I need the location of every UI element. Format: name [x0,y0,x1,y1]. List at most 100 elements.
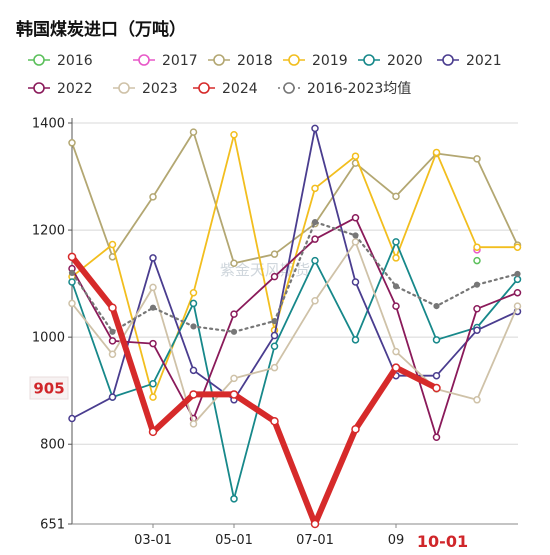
data-point-2021-m10 [432,371,441,380]
series-2018 [68,128,522,268]
legend-item-2020: 2020 [358,53,423,69]
highlight-y-box [29,376,69,400]
data-point-2023-m9 [392,347,400,356]
data-point-2016-2023均值-m8 [352,232,359,239]
data-point-2016-2023均值-m7 [311,218,319,226]
series-line-2023 [71,241,519,425]
series-2016 [473,256,481,265]
data-point-2019-m8 [351,152,360,160]
series-2022 [68,214,522,442]
legend-label-2019: 2019 [312,53,348,69]
x-tick-label-05-01: 05-01 [215,533,253,548]
data-point-2021-m7 [311,124,319,133]
data-point-2019-m10 [432,148,441,157]
data-point-2020-m12 [513,275,522,284]
data-point-2018-m5 [230,259,238,268]
data-point-2019-m2 [108,240,117,249]
series-line-2024 [69,253,440,527]
data-point-2019-m11 [473,243,481,251]
data-point-2024-m7 [310,519,320,529]
data-point-2016-2023均值-m3 [149,304,157,311]
data-point-2016-2023均值-m5 [230,328,238,335]
legend-item-2021: 2021 [437,53,502,69]
legend-label-2018: 2018 [237,53,273,69]
legend-marker-2024 [198,82,210,94]
legend-marker-2017 [138,54,150,66]
data-point-2023-m6 [270,363,279,372]
legend-marker-2019 [288,54,300,66]
data-point-2019-m3 [149,393,157,401]
data-point-2018-m6 [270,250,279,258]
series-2023 [68,238,522,428]
data-point-2016-m11 [473,256,481,265]
legend-label-2021: 2021 [466,53,502,69]
legend-item-2022: 2022 [28,81,93,97]
data-point-2018-m3 [149,193,157,201]
legend-label-2017: 2017 [162,53,198,69]
data-point-2023-m7 [311,296,319,305]
x-tick-label-09: 09 [388,533,405,548]
legend-item-2019: 2019 [283,53,348,69]
data-point-2022-m7 [311,235,319,243]
data-point-2020-m5 [230,495,238,503]
legend-marker-2021 [442,54,454,66]
data-point-2021-m11 [473,326,481,334]
data-point-2020-m3 [149,379,157,388]
series-2020 [68,238,522,503]
legend-marker-2022 [33,82,45,94]
data-point-2024-m8 [351,424,360,434]
data-point-2019-m12 [513,243,522,251]
x-tick-label-03-01: 03-01 [134,533,172,548]
data-point-2023-m1 [68,299,76,308]
legend-label-2016-2023均值: 2016-2023均值 [307,81,411,97]
legend-label-2023: 2023 [142,81,178,97]
data-point-2020-m9 [392,238,400,246]
legend-marker-2020 [363,54,375,66]
data-point-2024-m9 [391,363,401,372]
legend-marker-2016-2023均值 [283,82,295,94]
x-tick-label-07-01: 07-01 [296,533,334,548]
data-point-2022-m11 [473,305,481,313]
data-point-2024-m2 [108,303,117,312]
data-point-2022-m5 [230,310,238,318]
data-point-2021-m8 [351,278,360,286]
legend-label-2022: 2022 [57,81,93,97]
data-point-2018-m4 [189,128,198,136]
data-point-2023-m8 [351,238,360,246]
data-point-2023-m3 [149,283,157,292]
data-point-2023-m5 [230,374,238,383]
series-line-2021 [71,127,519,420]
data-point-2024-m10 [432,383,441,393]
data-point-2022-m3 [149,339,157,348]
data-point-2021-m2 [108,393,117,401]
data-point-2024-m1 [67,252,77,262]
legend-marker-2018 [213,54,225,66]
legend-item-2024: 2024 [193,81,258,97]
data-point-2023-m2 [108,350,117,359]
data-point-2021-m4 [189,366,198,375]
data-point-2022-m8 [351,214,360,222]
data-point-2022-m6 [270,272,279,281]
series-line-2022 [71,216,519,439]
data-point-2024-m3 [148,427,158,437]
highlight-x-label: 10-01 [417,532,468,551]
data-point-2019-m9 [392,254,400,262]
data-point-2018-m11 [473,155,481,163]
series-line-2018 [71,131,519,265]
data-point-2018-m1 [68,139,76,147]
data-point-2021-m1 [68,414,76,423]
data-point-2024-m6 [270,416,279,426]
data-point-2016-2023均值-m2 [109,328,116,335]
legend-label-2020: 2020 [387,53,423,69]
series-2021 [68,124,522,423]
plot-area: 1400 1200 1000 800 651 03-01 05-01 07-01 09 10-01… [29,117,522,551]
data-point-2020-m4 [189,299,198,308]
data-point-2019-m4 [189,288,198,297]
y-tick-label-1400: 1400 [32,117,65,132]
data-point-2020-m6 [270,342,279,351]
legend-item-2017: 2017 [133,53,198,69]
data-point-2024-m4 [189,390,198,399]
data-point-2022-m2 [108,337,117,345]
legend-marker-2016 [33,54,45,66]
